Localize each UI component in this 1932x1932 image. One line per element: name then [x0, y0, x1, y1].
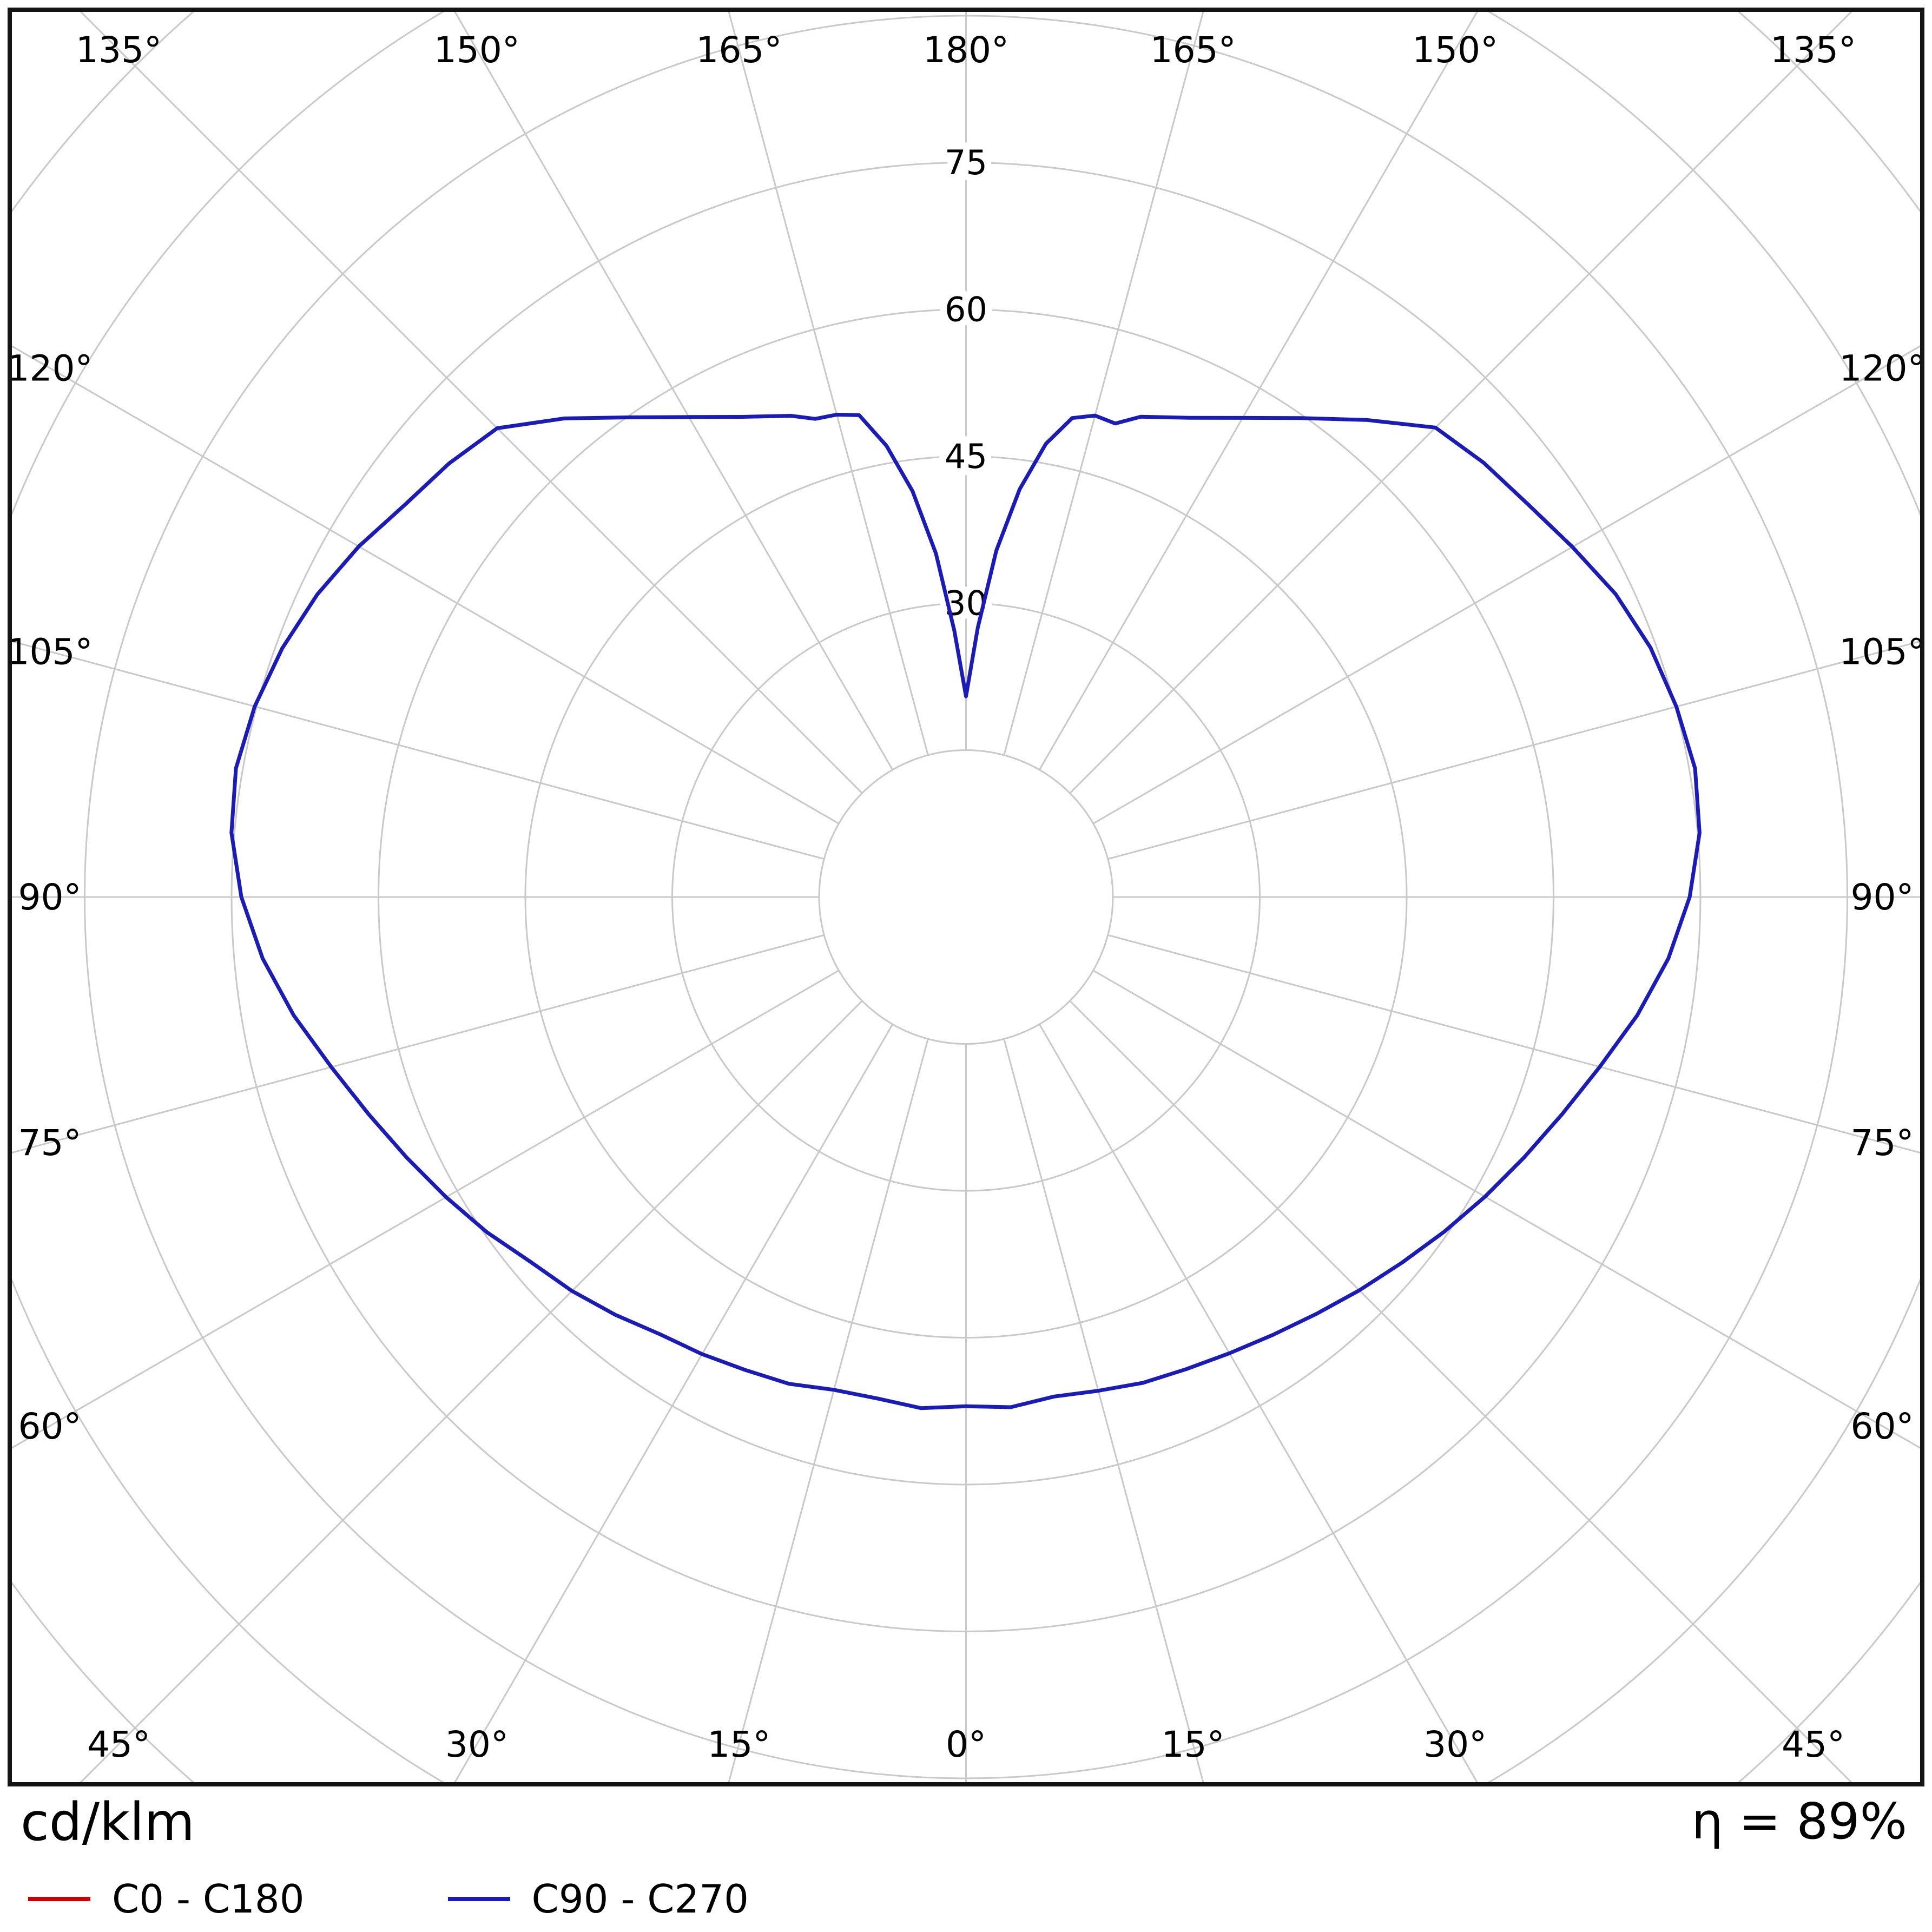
angle-label: 120° — [12, 347, 93, 389]
angle-label: 135° — [1770, 29, 1856, 71]
efficiency-value: η = 89% — [1691, 1792, 1907, 1850]
angle-label: 45° — [87, 1724, 150, 1765]
angle-spoke — [1038, 1024, 1478, 1782]
angle-label: 30° — [1423, 1724, 1487, 1765]
angle-label: 60° — [1851, 1406, 1914, 1447]
angle-spoke — [1107, 640, 1920, 860]
legend-item-c90-c270: C90 - C270 — [447, 1876, 749, 1922]
angle-label: 45° — [1782, 1724, 1845, 1765]
angle-spoke — [728, 12, 929, 756]
angle-spoke — [1003, 1038, 1204, 1782]
unit-label: cd/klm — [21, 1792, 195, 1852]
angle-spoke — [12, 934, 825, 1154]
angle-label: 135° — [76, 29, 162, 71]
curve-c90-c270 — [229, 412, 1702, 1410]
angle-label: 180° — [923, 29, 1009, 71]
angle-spoke — [728, 1038, 929, 1782]
angle-label: 0° — [946, 1724, 986, 1765]
angle-label: 75° — [1851, 1122, 1914, 1164]
angle-spoke — [1003, 12, 1204, 756]
angle-spoke — [454, 12, 894, 770]
legend-swatch-c90-c270-line — [447, 1897, 510, 1901]
angle-label: 120° — [1839, 347, 1920, 389]
angle-label: 90° — [18, 876, 82, 918]
angle-label: 90° — [1851, 876, 1914, 918]
angle-label: 30° — [445, 1724, 509, 1765]
radial-tick-label: 45 — [945, 437, 987, 476]
angle-spoke — [1069, 12, 1852, 794]
angle-spoke — [12, 970, 840, 1449]
angle-spoke — [80, 12, 863, 794]
angle-spoke — [12, 640, 825, 860]
angle-label: 150° — [1412, 29, 1498, 71]
angle-label: 60° — [18, 1406, 82, 1447]
angle-label: 75° — [18, 1122, 82, 1164]
angle-label: 15° — [1162, 1724, 1225, 1765]
angle-spoke — [1092, 970, 1920, 1449]
legend-item-c0-c180: C0 - C180 — [28, 1876, 305, 1922]
angle-label: 150° — [434, 29, 520, 71]
angle-spoke — [1092, 345, 1920, 825]
angle-spoke — [12, 345, 840, 825]
polar-chart-frame: 30 45 60 75 0° 15° 15° 30° 30° 45° 45° 60° 60° 75° 75°… — [8, 8, 1924, 1786]
angle-label: 105° — [12, 631, 93, 672]
angle-label: 165° — [696, 29, 782, 71]
angle-spoke — [454, 1024, 894, 1782]
legend-swatch-c0-c180-line — [28, 1897, 90, 1901]
angle-label: 165° — [1150, 29, 1236, 71]
legend-label-c0-c180: C0 - C180 — [112, 1876, 305, 1922]
angle-spoke — [80, 1000, 863, 1782]
angle-label: 105° — [1839, 631, 1920, 672]
angle-spoke — [1038, 12, 1478, 770]
grid-circle — [818, 749, 1114, 1045]
radial-tick-label: 75 — [945, 143, 987, 182]
angle-spoke — [1069, 1000, 1852, 1782]
legend: C0 - C180 C90 - C270 — [28, 1876, 749, 1922]
legend-label-c90-c270: C90 - C270 — [531, 1876, 749, 1922]
angle-spoke — [1107, 934, 1920, 1154]
radial-tick-label: 60 — [945, 290, 987, 329]
angle-label: 15° — [707, 1724, 770, 1765]
